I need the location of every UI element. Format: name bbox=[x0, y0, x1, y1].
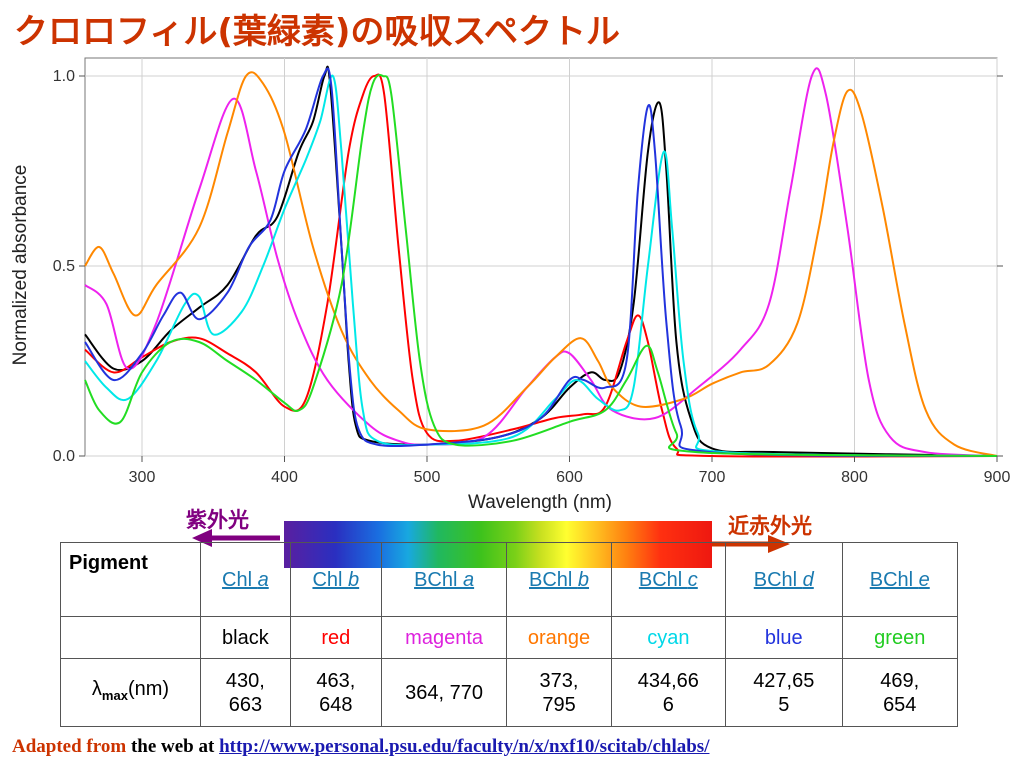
pigment-name-cell: BChl e bbox=[841, 542, 958, 617]
credit-line: Adapted from the web at http://www.perso… bbox=[12, 736, 709, 758]
pigment-link[interactable]: BChl e bbox=[869, 568, 930, 591]
pigment-color-cell: black bbox=[199, 616, 291, 659]
y-axis-label: Normalized absorbance bbox=[10, 165, 31, 366]
pigment-header: Pigment bbox=[60, 542, 201, 617]
series-lines bbox=[84, 65, 998, 458]
lambda-max-cell: 469, 654 bbox=[841, 658, 958, 727]
y-tick-label: 0.5 bbox=[53, 258, 75, 275]
lambda-sub: max bbox=[101, 688, 128, 703]
x-tick-label: 800 bbox=[841, 469, 868, 486]
pigment-color-cell: cyan bbox=[610, 616, 727, 659]
pigment-link[interactable]: Chl b bbox=[312, 568, 360, 591]
pigment-name-cell: BChl b bbox=[506, 542, 612, 617]
pigment-name-cell: Chl a bbox=[199, 542, 291, 617]
pigment-color-cell: blue bbox=[725, 616, 843, 659]
pigment-name-cell: BChl c bbox=[610, 542, 727, 617]
page-title: クロロフィル(葉緑素)の吸収スペクトル bbox=[14, 12, 621, 52]
x-tick-label: 500 bbox=[414, 469, 441, 486]
series-line-1 bbox=[84, 73, 998, 458]
pigment-name-cell: Chl b bbox=[289, 542, 382, 617]
pigment-table: Pigment Chl a Chl b BChl a BChl b BChl c BChl… bbox=[60, 542, 958, 727]
grid bbox=[85, 58, 998, 457]
empty-cell bbox=[60, 616, 201, 659]
y-tick-label: 0.0 bbox=[53, 448, 75, 465]
lambda-max-cell: 427,65 5 bbox=[725, 658, 843, 727]
lambda-max-cell: 373, 795 bbox=[506, 658, 612, 727]
pigment-link[interactable]: BChl d bbox=[753, 568, 814, 591]
pigment-link[interactable]: BChl a bbox=[414, 568, 475, 591]
x-tick-label: 400 bbox=[271, 469, 298, 486]
y-tick-label: 1.0 bbox=[53, 68, 75, 85]
uv-label: 紫外光 bbox=[186, 508, 249, 532]
lambda-max-row: λmax(nm) 430, 663 463, 648 364, 770 373, 79… bbox=[60, 658, 958, 727]
pigment-color-cell: red bbox=[289, 616, 382, 659]
pigment-link[interactable]: Chl a bbox=[222, 568, 269, 591]
lambda-max-cell: 430, 663 bbox=[199, 658, 291, 727]
pigment-name-row: Pigment Chl a Chl b BChl a BChl b BChl c BChl… bbox=[60, 542, 958, 617]
pigment-link[interactable]: BChl c bbox=[638, 568, 698, 591]
lambda-symbol: λ bbox=[91, 678, 102, 700]
lambda-max-header: λmax(nm) bbox=[60, 658, 201, 727]
color-name-row: black red magenta orange cyan blue green bbox=[60, 616, 958, 659]
pigment-name-cell: BChl d bbox=[725, 542, 843, 617]
nir-label: 近赤外光 bbox=[728, 514, 812, 538]
lambda-max-cell: 434,66 6 bbox=[610, 658, 727, 727]
pigment-color-cell: green bbox=[841, 616, 958, 659]
x-axis-label: Wavelength (nm) bbox=[468, 492, 612, 513]
series-line-6 bbox=[84, 74, 998, 457]
x-tick-label: 700 bbox=[699, 469, 726, 486]
x-tick-label: 900 bbox=[984, 469, 1011, 486]
pigment-color-cell: orange bbox=[506, 616, 612, 659]
credit-link[interactable]: http://www.personal.psu.edu/faculty/n/x/… bbox=[219, 736, 710, 757]
credit-middle: the web at bbox=[126, 736, 220, 757]
axis-ticks: 300 400 500 600 700 800 900 0.0 0.5 1.0 bbox=[53, 68, 1011, 486]
pigment-color-cell: magenta bbox=[380, 616, 508, 659]
x-tick-label: 600 bbox=[556, 469, 583, 486]
credit-prefix: Adapted from bbox=[12, 736, 127, 757]
pigment-link[interactable]: BChl b bbox=[529, 568, 590, 591]
series-line-5 bbox=[84, 67, 998, 457]
lambda-max-cell: 463, 648 bbox=[289, 658, 382, 727]
plot-area bbox=[84, 57, 998, 457]
absorption-chart: 300 400 500 600 700 800 900 0.0 0.5 1.0 Wavelengt… bbox=[10, 57, 1011, 513]
lambda-unit: (nm) bbox=[127, 678, 170, 700]
pigment-name-cell: BChl a bbox=[380, 542, 508, 617]
series-line-3 bbox=[84, 71, 998, 457]
x-tick-label: 300 bbox=[129, 469, 156, 486]
lambda-max-cell: 364, 770 bbox=[380, 658, 508, 727]
